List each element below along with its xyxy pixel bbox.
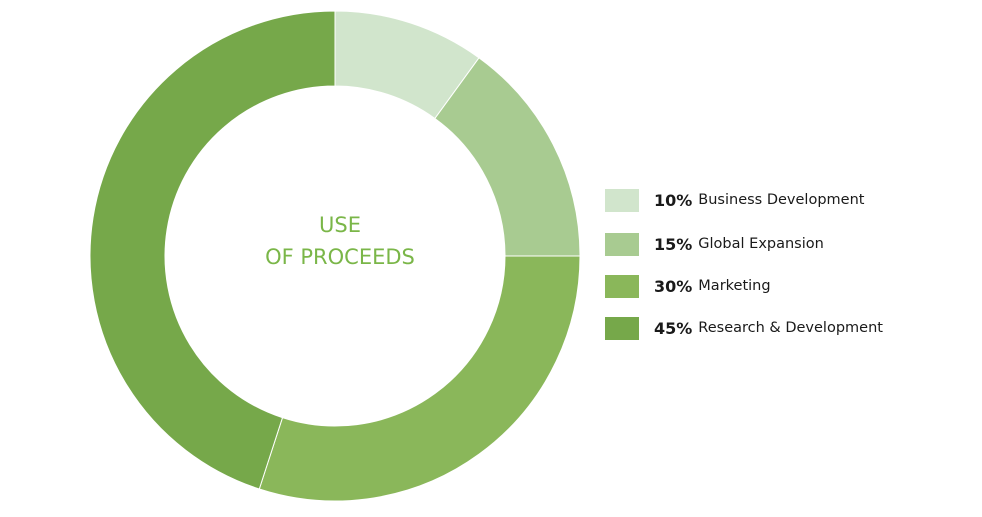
donut-slice-marketing (258, 255, 581, 502)
legend-percent: 45% (654, 318, 693, 338)
legend-label: Marketing (698, 278, 771, 294)
legend-label: Global Expansion (698, 236, 824, 252)
legend-item-business-development: 10% Business Development (605, 188, 864, 212)
legend-item-research-development: 45% Research & Development (605, 316, 883, 340)
center-title-line-2: OF PROCEEDS (265, 245, 415, 269)
legend-item-marketing: 30% Marketing (605, 274, 771, 298)
legend-label: Business Development (698, 192, 865, 208)
legend-item-global-expansion: 15% Global Expansion (605, 232, 824, 256)
legend-label: Research & Development (698, 320, 883, 336)
legend-swatch (605, 316, 639, 340)
legend-percent: 10% (654, 190, 693, 210)
donut-slice-research-development (89, 10, 336, 490)
legend-swatch (605, 188, 639, 212)
center-title-line-1: USE (319, 213, 361, 237)
legend-swatch (605, 274, 639, 298)
legend-percent: 15% (654, 234, 693, 254)
legend-swatch (605, 232, 639, 256)
legend-percent: 30% (654, 276, 693, 296)
